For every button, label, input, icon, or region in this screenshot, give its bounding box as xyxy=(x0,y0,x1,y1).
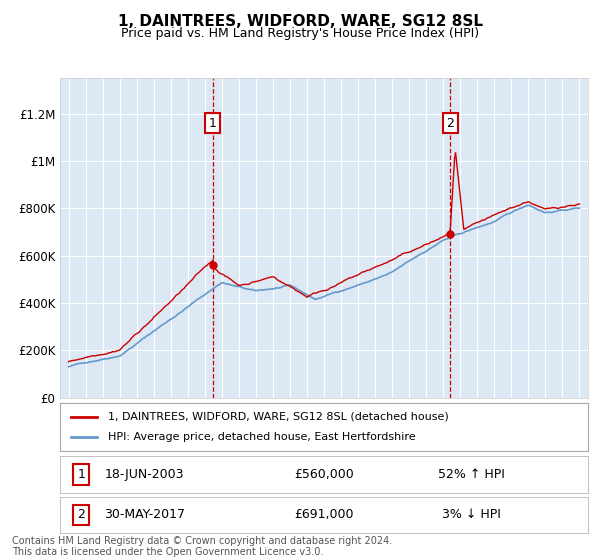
Text: 3% ↓ HPI: 3% ↓ HPI xyxy=(442,508,501,521)
Text: Contains HM Land Registry data © Crown copyright and database right 2024.
This d: Contains HM Land Registry data © Crown c… xyxy=(12,535,392,557)
Text: 2: 2 xyxy=(77,508,85,521)
Text: HPI: Average price, detached house, East Hertfordshire: HPI: Average price, detached house, East… xyxy=(107,432,415,442)
Text: £691,000: £691,000 xyxy=(294,508,354,521)
Text: 2: 2 xyxy=(446,116,454,129)
Text: 1, DAINTREES, WIDFORD, WARE, SG12 8SL (detached house): 1, DAINTREES, WIDFORD, WARE, SG12 8SL (d… xyxy=(107,412,448,422)
Text: 1, DAINTREES, WIDFORD, WARE, SG12 8SL: 1, DAINTREES, WIDFORD, WARE, SG12 8SL xyxy=(118,14,482,29)
Text: 1: 1 xyxy=(77,468,85,481)
Text: 52% ↑ HPI: 52% ↑ HPI xyxy=(439,468,505,481)
Text: 18-JUN-2003: 18-JUN-2003 xyxy=(105,468,184,481)
Text: Price paid vs. HM Land Registry's House Price Index (HPI): Price paid vs. HM Land Registry's House … xyxy=(121,27,479,40)
Text: £560,000: £560,000 xyxy=(294,468,354,481)
Text: 30-MAY-2017: 30-MAY-2017 xyxy=(104,508,185,521)
Text: 1: 1 xyxy=(209,116,217,129)
